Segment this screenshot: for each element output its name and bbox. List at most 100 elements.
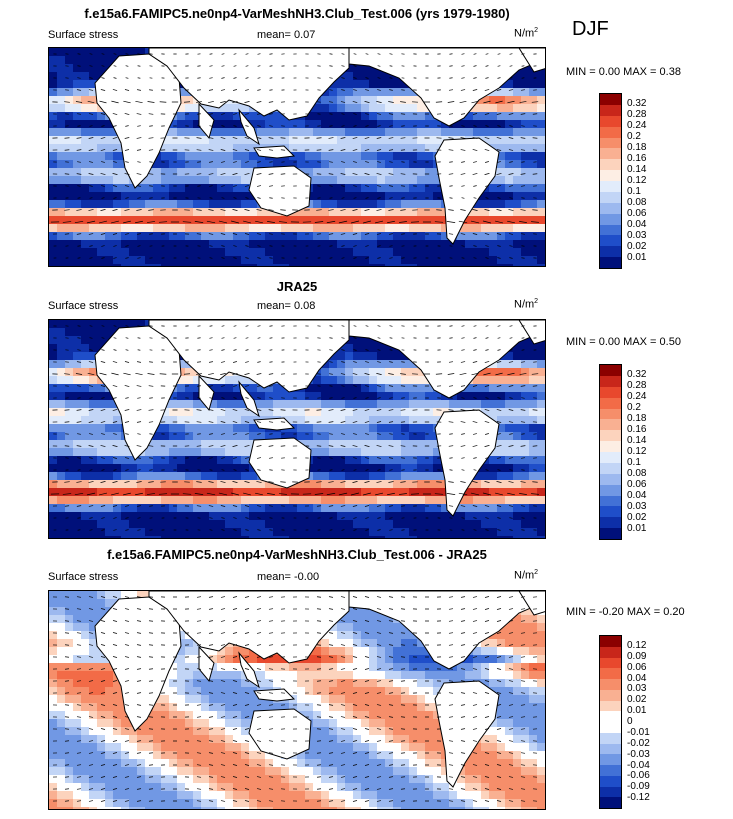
field-cell (305, 224, 314, 233)
wind-vector (521, 245, 525, 247)
field-cell (497, 176, 506, 185)
wind-vector (269, 505, 273, 507)
field-cell (89, 432, 98, 441)
field-cell (313, 232, 322, 241)
field-cell (249, 224, 258, 233)
field-cell (369, 192, 378, 201)
wind-vector (496, 113, 502, 115)
field-cell (81, 520, 90, 529)
field-cell (361, 96, 370, 105)
field-cell (529, 264, 538, 266)
field-cell (353, 232, 362, 241)
wind-vector (484, 385, 490, 387)
field-cell (81, 440, 90, 449)
field-cell (57, 320, 66, 329)
field-cell (233, 376, 242, 385)
wind-vector (377, 337, 381, 339)
wind-vector (482, 492, 492, 496)
wind-vector (496, 173, 502, 175)
field-cell (281, 224, 290, 233)
wind-vector (377, 113, 381, 115)
wind-vector (377, 529, 381, 531)
field-cell (265, 536, 274, 538)
field-cell (321, 496, 330, 505)
field-cell (257, 112, 266, 121)
field-cell (49, 240, 58, 249)
field-cell (401, 488, 410, 497)
field-cell (169, 528, 178, 537)
wind-vector (76, 421, 82, 423)
field-cell (401, 248, 410, 257)
field-cell (449, 264, 458, 266)
field-cell (89, 368, 98, 377)
wind-vector (521, 257, 525, 259)
field-cell (329, 392, 338, 401)
field-cell (441, 504, 450, 513)
field-cell (241, 512, 250, 521)
wind-vector (196, 421, 202, 423)
field-cell (97, 264, 106, 266)
field-cell (97, 256, 106, 265)
field-cell (393, 424, 402, 433)
field-cell (209, 384, 218, 393)
wind-vector (377, 89, 381, 91)
field-cell (217, 488, 226, 497)
field-cell (65, 360, 74, 369)
field-cell (257, 240, 266, 249)
field-cell (161, 456, 170, 465)
field-cell (129, 320, 138, 329)
field-cell (289, 216, 298, 225)
field-cell (153, 248, 162, 257)
colorbar-swatch (600, 246, 621, 258)
wind-vector (365, 385, 369, 387)
wind-vector (221, 245, 225, 247)
wind-vector (484, 173, 490, 175)
field-cell (105, 160, 114, 169)
field-cell (265, 128, 274, 137)
field-cell (489, 408, 498, 417)
field-cell (193, 432, 202, 441)
field-cell (65, 80, 74, 89)
field-cell (57, 432, 66, 441)
field-cell (89, 256, 98, 265)
field-cell (153, 480, 162, 489)
wind-vector (137, 349, 141, 351)
wind-vector (232, 149, 238, 151)
field-cell (513, 120, 522, 129)
field-cell (513, 256, 522, 265)
field-cell (265, 264, 274, 266)
wind-vector (100, 361, 106, 363)
field-cell (441, 224, 450, 233)
field-cell (105, 176, 114, 185)
wind-vector (400, 421, 406, 423)
wind-vector (136, 445, 142, 447)
field-cell (417, 256, 426, 265)
field-cell (345, 136, 354, 145)
field-cell (241, 472, 250, 481)
field-cell (161, 488, 170, 497)
field-cell (249, 144, 258, 153)
field-cell (497, 160, 506, 169)
field-cell (337, 440, 346, 449)
field-cell (473, 208, 482, 217)
field-cell (369, 224, 378, 233)
field-cell (505, 104, 514, 113)
wind-vector (352, 421, 358, 423)
field-cell (193, 216, 202, 225)
field-cell (113, 496, 122, 505)
field-cell (185, 176, 194, 185)
wind-vector (389, 337, 393, 339)
field-cell (369, 368, 378, 377)
field-cell (425, 192, 434, 201)
field-cell (49, 88, 58, 97)
wind-vector (520, 185, 526, 187)
field-cell (489, 528, 498, 537)
field-cell (241, 176, 250, 185)
field-cell (401, 448, 410, 457)
field-cell (505, 416, 514, 425)
field-cell (121, 528, 130, 537)
wind-vector (365, 257, 369, 259)
field-cell (417, 152, 426, 161)
field-cell (505, 376, 514, 385)
field-cell (233, 464, 242, 473)
